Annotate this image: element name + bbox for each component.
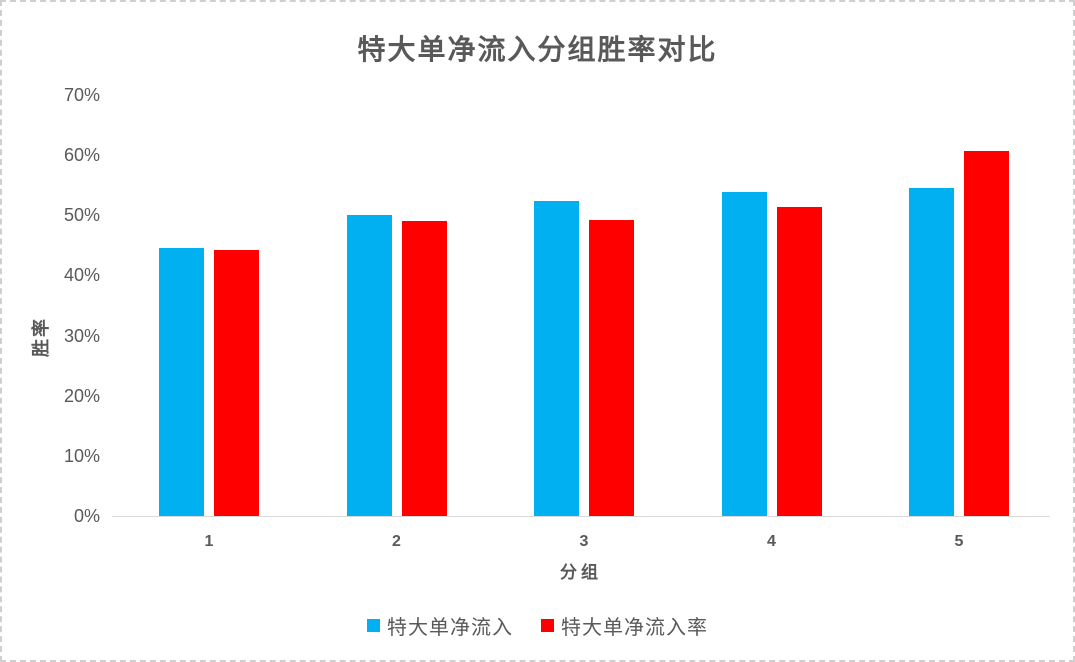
bar-series2-group4 [776,207,822,516]
bar-series1-group3 [534,201,579,516]
y-tick-label: 70% [63,85,100,105]
chart-title: 特大单净流入分组胜率对比 [357,35,718,66]
y-tick-label: 10% [63,445,100,466]
x-axis-title: 分组 [560,563,602,582]
y-tick-label: 60% [63,145,100,166]
legend: 特大单净流入 特大单净流入率 [2,611,1073,640]
bar-series2-group3 [589,220,634,516]
x-tick-label: 4 [767,533,776,550]
x-tick-label: 5 [954,533,964,550]
bar-series1-group2 [346,214,392,516]
y-tick-label: 50% [63,205,100,226]
y-tick-label: 20% [63,385,100,406]
legend-swatch-icon [367,619,380,632]
y-tick-label: 40% [63,265,100,286]
bar-series2-group5 [964,150,1009,516]
legend-label: 特大单净流入率 [561,617,708,639]
legend-item: 特大单净流入 [367,611,513,640]
y-tick-label: 30% [63,325,100,346]
plot-area [112,95,1050,517]
y-tick-label: 0% [73,506,100,526]
x-tick-label: 3 [579,533,589,550]
legend-label: 特大单净流入 [387,617,513,639]
bar-series1-group1 [159,247,204,516]
x-tick-label: 1 [204,533,214,550]
legend-swatch-icon [541,619,554,632]
bar-series2-group2 [401,221,447,516]
legend-item: 特大单净流入率 [541,611,708,640]
x-tick-label: 2 [392,533,401,550]
bar-series2-group1 [214,250,259,516]
bar-series1-group4 [721,191,767,516]
bar-series1-group5 [909,187,954,516]
